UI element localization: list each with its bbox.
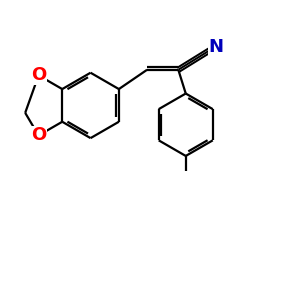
Text: O: O <box>31 66 46 84</box>
Text: O: O <box>31 126 46 144</box>
Text: N: N <box>208 38 224 56</box>
